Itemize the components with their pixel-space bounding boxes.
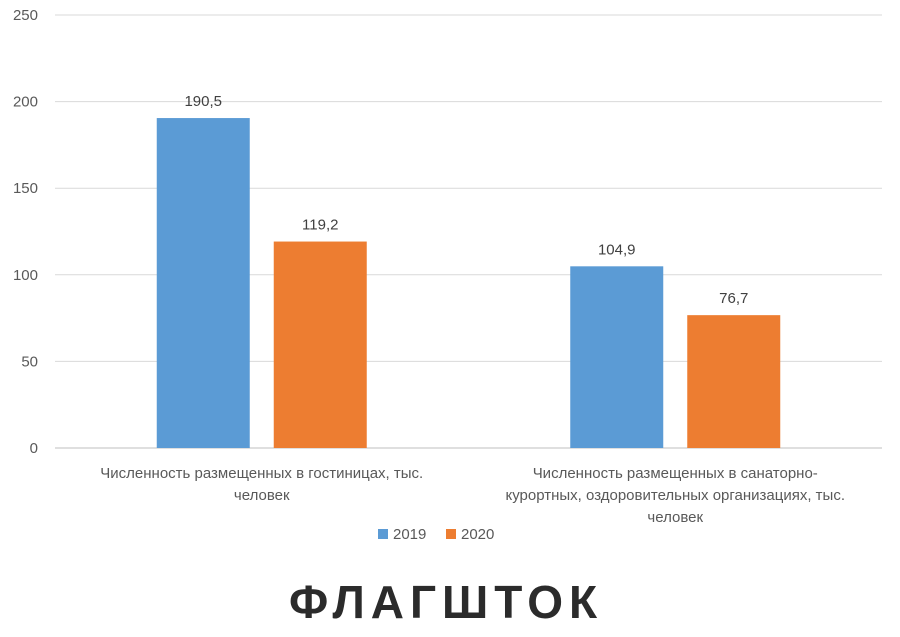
legend-swatch-2019 [378, 529, 388, 539]
category-labels: Численность размещенных в гостиницах, ты… [100, 465, 845, 526]
y-tick-label: 100 [13, 267, 38, 284]
y-tick-label: 250 [13, 7, 38, 24]
legend: 2019 2020 [378, 526, 494, 543]
legend-label: 2020 [461, 526, 494, 543]
category-label: Численность размещенных в гостиницах, ты… [100, 465, 423, 482]
data-label: 104,9 [598, 241, 636, 258]
watermark-logo: ФЛАГШТОК [289, 576, 603, 628]
bar-2020-0 [273, 241, 367, 448]
data-label: 119,2 [302, 217, 338, 234]
y-tick-label: 50 [21, 353, 38, 370]
data-label: 76,7 [719, 290, 748, 307]
bars [156, 118, 781, 448]
data-label: 190,5 [184, 93, 222, 110]
y-tick-label: 150 [13, 180, 38, 197]
category-label: человек [234, 487, 290, 504]
bar-2019-0 [156, 118, 250, 448]
y-tick-label: 200 [13, 94, 38, 111]
legend-swatch-2020 [446, 529, 456, 539]
bar-2019-1 [570, 266, 664, 448]
category-label: курортных, оздоровительных организациях,… [505, 487, 845, 504]
data-labels: 190,5 104,9 119,2 76,7 [184, 93, 748, 307]
category-label: Численность размещенных в санаторно- [533, 465, 818, 482]
y-axis-tick-labels: 0 50 100 150 200 250 [13, 7, 38, 457]
bar-2020-1 [687, 315, 781, 448]
legend-label: 2019 [393, 526, 426, 543]
category-label: человек [647, 509, 703, 526]
y-tick-label: 0 [30, 440, 38, 457]
